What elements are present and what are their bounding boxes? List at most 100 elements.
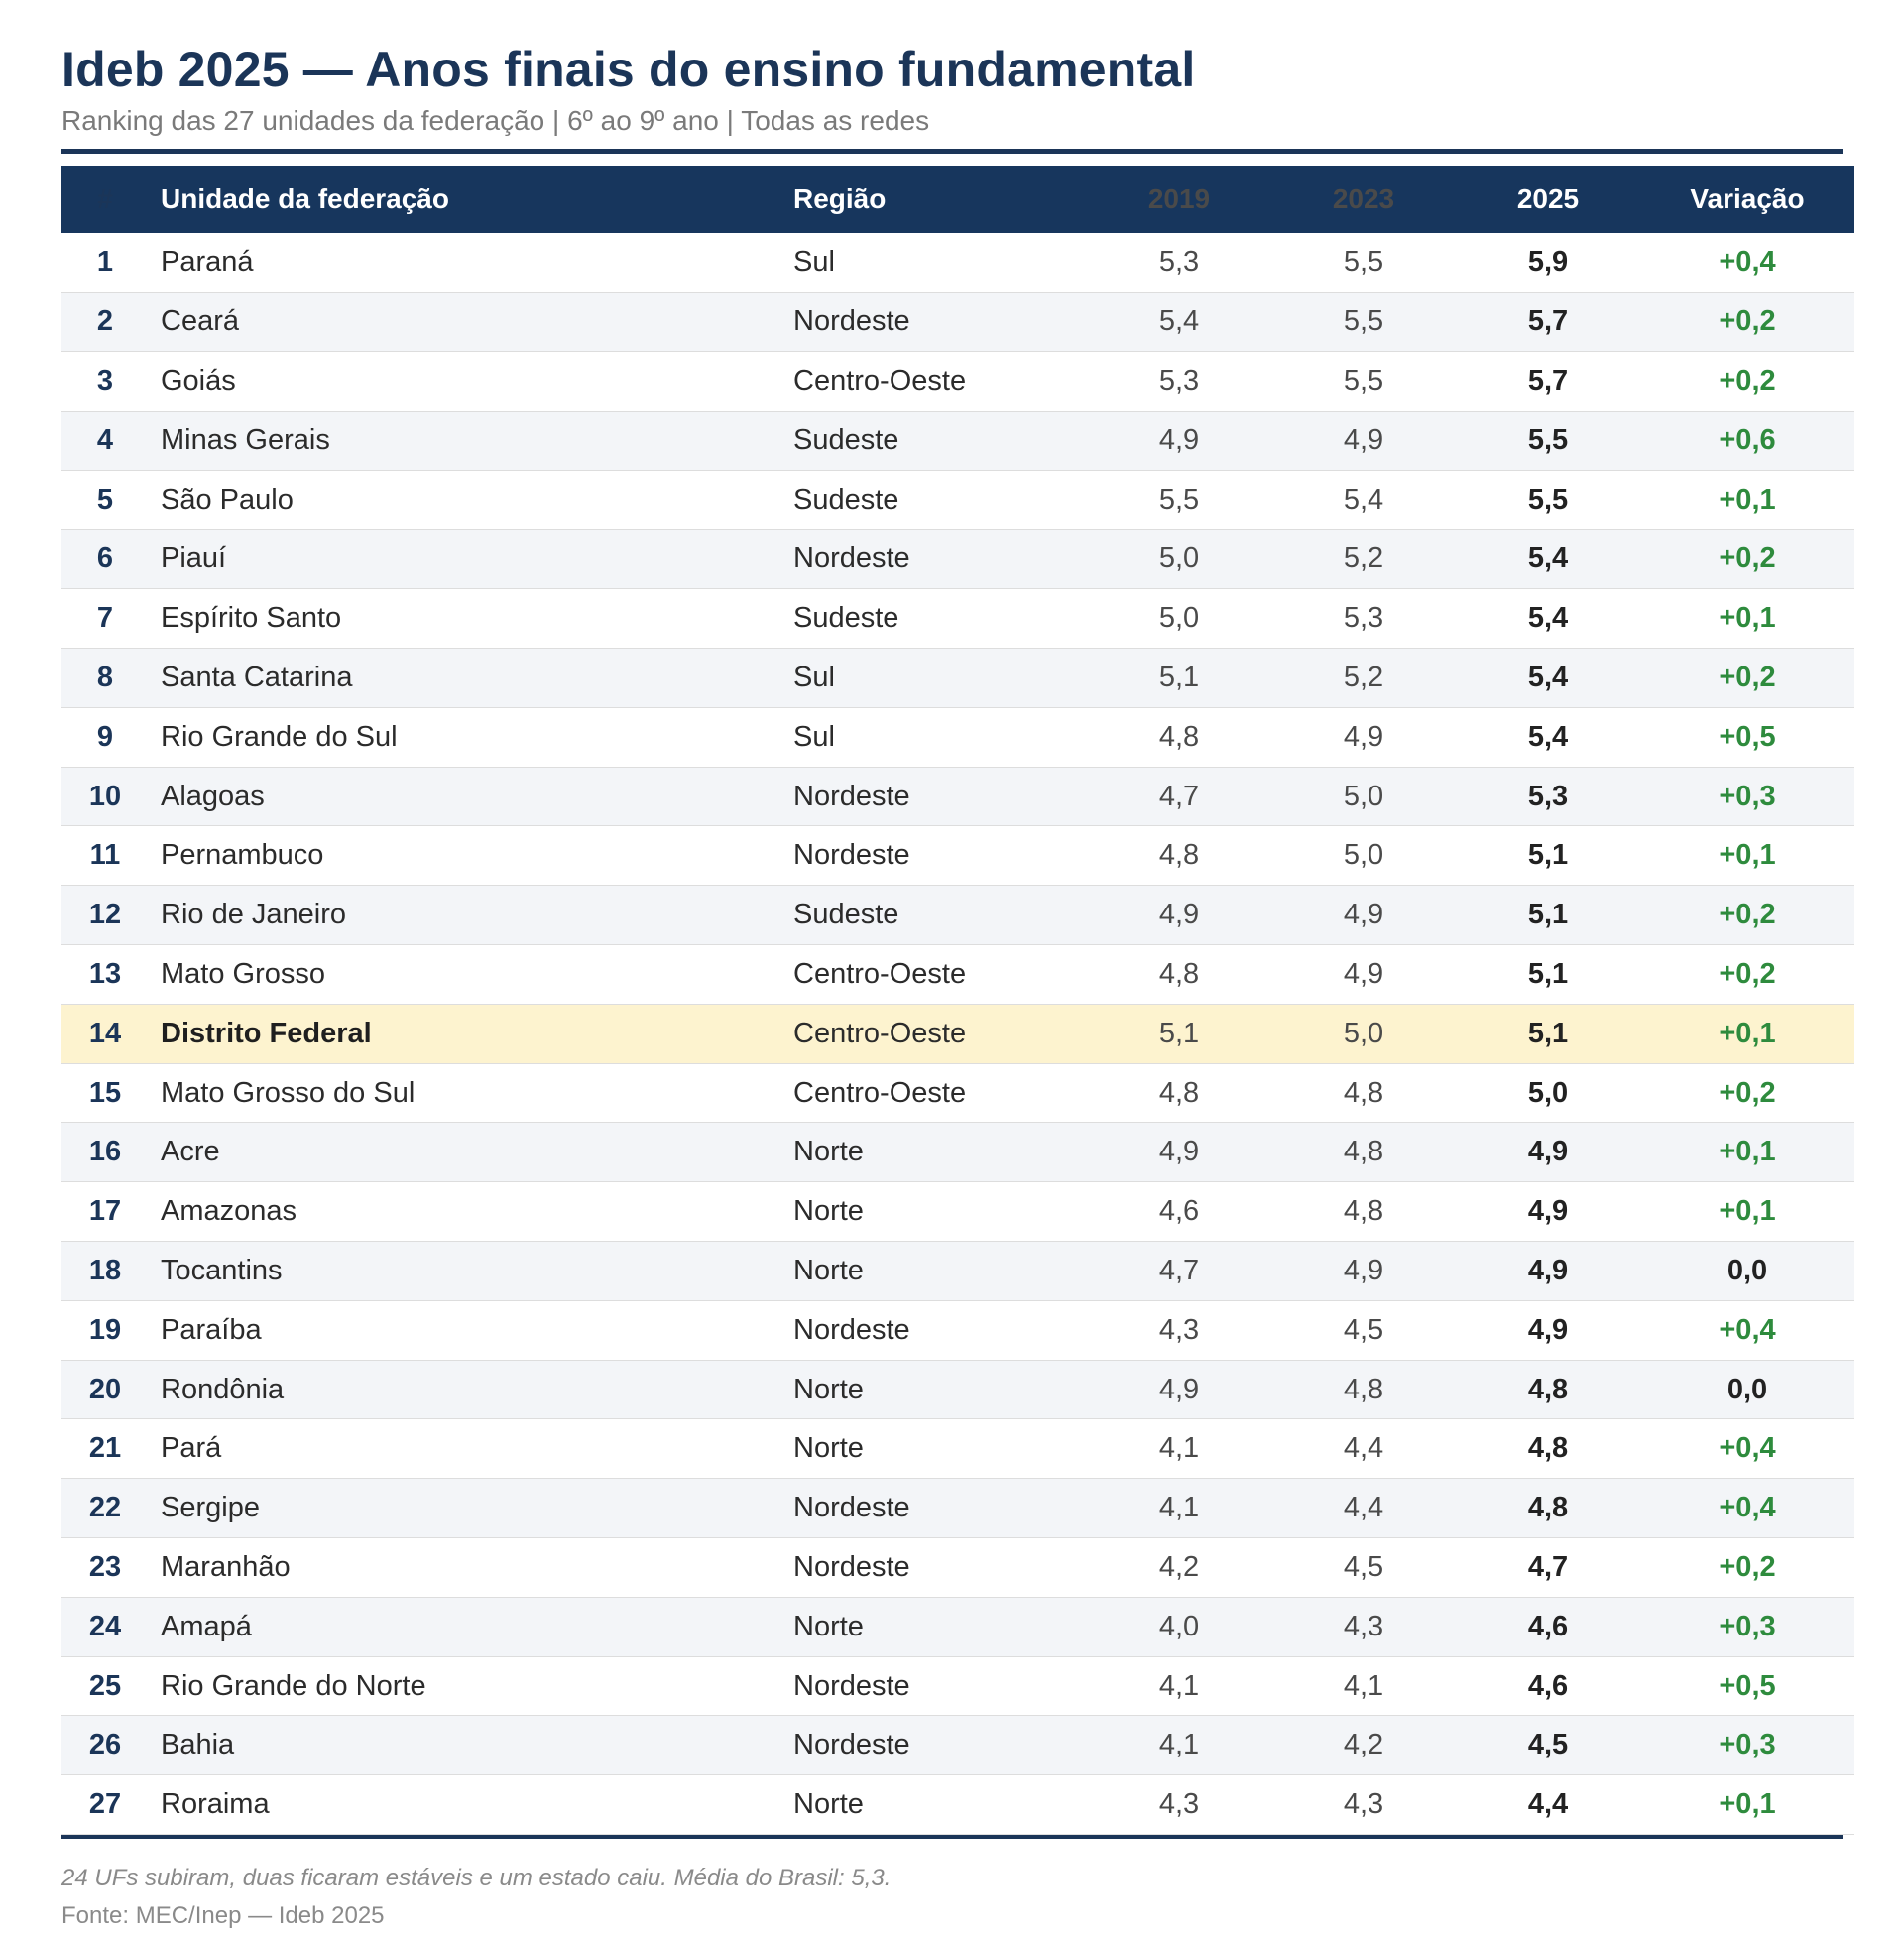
table-row: 12 Rio de Janeiro Sudeste 4,9 4,9 5,1 +0,2 (61, 885, 1854, 945)
ideb-2025-cell: 5,7 (1527, 305, 1569, 338)
ideb-2025-cell: 5,1 (1527, 839, 1569, 872)
column-header-uf: Unidade da federação (161, 183, 449, 214)
uf-name-cell: Acre (161, 1136, 220, 1168)
ideb-2019-cell: 5,1 (1158, 661, 1200, 693)
regiao-cell: Centro-Oeste (793, 1017, 967, 1049)
rank-cell: 8 (96, 661, 114, 693)
rank-cell: 1 (96, 246, 114, 279)
regiao-cell: Sul (793, 246, 835, 279)
ideb-2023-cell: 4,4 (1343, 1492, 1384, 1524)
variacao-cell: +0,2 (1719, 1550, 1776, 1583)
ideb-2025-cell: 5,4 (1527, 661, 1569, 693)
ideb-2023-cell: 5,2 (1343, 661, 1384, 693)
table-bottom-divider (61, 1835, 1843, 1840)
rank-cell: 18 (88, 1254, 122, 1286)
variacao-cell: +0,3 (1719, 1610, 1776, 1642)
rank-cell: 12 (88, 899, 122, 931)
ideb-2019-cell: 4,8 (1158, 1076, 1200, 1109)
ideb-2019-cell: 4,8 (1158, 957, 1200, 990)
column-header-2023: 2023 (1332, 183, 1395, 214)
variacao-cell: +0,2 (1719, 899, 1776, 931)
ideb-2023-cell: 5,0 (1343, 1017, 1384, 1049)
ideb-2023-cell: 5,5 (1343, 364, 1384, 397)
ideb-2025-cell: 4,4 (1527, 1788, 1569, 1821)
variacao-cell: +0,1 (1719, 1017, 1776, 1049)
uf-name-cell: Bahia (161, 1729, 235, 1761)
rank-cell: 25 (88, 1669, 122, 1702)
uf-name-cell: Roraima (161, 1788, 270, 1821)
rank-cell: 27 (88, 1788, 122, 1821)
ideb-2019-cell: 4,7 (1158, 780, 1200, 812)
uf-name-cell: Piauí (161, 543, 227, 575)
ideb-2023-cell: 5,4 (1343, 483, 1384, 516)
uf-name-cell: Goiás (161, 364, 236, 397)
ideb-2025-cell: 4,8 (1527, 1373, 1569, 1405)
uf-name-cell: Alagoas (161, 780, 265, 812)
table-row: 11 Pernambuco Nordeste 4,8 5,0 5,1 +0,1 (61, 826, 1854, 886)
rank-cell: 9 (96, 720, 114, 753)
uf-name-cell: Mato Grosso do Sul (161, 1076, 416, 1109)
ideb-2025-cell: 5,9 (1527, 246, 1569, 279)
table-row: 18 Tocantins Norte 4,7 4,9 4,9 0,0 (61, 1241, 1854, 1301)
ideb-2023-cell: 4,3 (1343, 1788, 1384, 1821)
variacao-cell: +0,1 (1719, 602, 1776, 635)
rank-cell: 21 (88, 1432, 122, 1465)
table-row: 10 Alagoas Nordeste 4,7 5,0 5,3 +0,3 (61, 767, 1854, 826)
ideb-2025-cell: 5,3 (1527, 780, 1569, 812)
uf-name-cell: Rio Grande do Norte (161, 1669, 426, 1702)
table-row: 23 Maranhão Nordeste 4,2 4,5 4,7 +0,2 (61, 1538, 1854, 1598)
uf-name-cell: Ceará (161, 305, 239, 338)
variacao-cell: +0,1 (1719, 1136, 1776, 1168)
uf-name-cell: Espírito Santo (161, 602, 342, 635)
ideb-2025-cell: 4,9 (1527, 1195, 1569, 1228)
rank-cell: 3 (96, 364, 114, 397)
source-credit: Fonte: MEC/Inep — Ideb 2025 (61, 1902, 385, 1930)
ideb-2025-cell: 4,9 (1527, 1136, 1569, 1168)
table-header: # Unidade da federação Região 2019 2023 … (61, 166, 1854, 233)
ideb-2019-cell: 5,0 (1158, 602, 1200, 635)
ideb-2025-cell: 5,1 (1527, 957, 1569, 990)
rank-cell: 5 (96, 483, 114, 516)
ideb-2025-cell: 5,5 (1527, 424, 1569, 456)
regiao-cell: Nordeste (793, 543, 910, 575)
regiao-cell: Sudeste (793, 899, 899, 931)
variacao-cell: +0,6 (1719, 424, 1776, 456)
ideb-2023-cell: 4,9 (1343, 899, 1384, 931)
variacao-cell: +0,2 (1719, 661, 1776, 693)
ideb-2019-cell: 4,8 (1158, 720, 1200, 753)
ideb-2023-cell: 4,9 (1343, 424, 1384, 456)
ideb-2019-cell: 4,2 (1158, 1550, 1200, 1583)
ideb-2019-cell: 4,1 (1158, 1492, 1200, 1524)
variacao-cell: +0,1 (1719, 483, 1776, 516)
ideb-2023-cell: 5,2 (1343, 543, 1384, 575)
regiao-cell: Centro-Oeste (793, 957, 967, 990)
footnote: 24 UFs subiram, duas ficaram estáveis e … (61, 1865, 892, 1892)
rank-cell: 23 (88, 1550, 122, 1583)
regiao-cell: Nordeste (793, 1669, 910, 1702)
table-header-row: # Unidade da federação Região 2019 2023 … (61, 166, 1854, 233)
regiao-cell: Norte (793, 1610, 864, 1642)
ideb-2025-cell: 4,8 (1527, 1432, 1569, 1465)
column-header-2025: 2025 (1516, 183, 1580, 214)
ideb-2023-cell: 4,8 (1343, 1136, 1384, 1168)
rank-cell: 15 (88, 1076, 122, 1109)
rank-cell: 11 (89, 839, 121, 872)
ideb-2019-cell: 5,4 (1158, 305, 1200, 338)
table-row: 17 Amazonas Norte 4,6 4,8 4,9 +0,1 (61, 1182, 1854, 1242)
ideb-2025-cell: 4,5 (1527, 1729, 1569, 1761)
uf-name-cell: Rio Grande do Sul (161, 720, 398, 753)
regiao-cell: Norte (793, 1373, 864, 1405)
ideb-2019-cell: 4,7 (1158, 1254, 1200, 1286)
table-row: 15 Mato Grosso do Sul Centro-Oeste 4,8 4,8 5,… (61, 1063, 1854, 1123)
ideb-2025-cell: 5,4 (1527, 720, 1569, 753)
ideb-2025-cell: 5,1 (1527, 899, 1569, 931)
variacao-cell: +0,3 (1719, 1729, 1776, 1761)
ideb-2023-cell: 4,9 (1343, 720, 1384, 753)
ideb-2025-cell: 4,9 (1527, 1254, 1569, 1286)
variacao-cell: 0,0 (1726, 1254, 1768, 1286)
ideb-2025-cell: 5,5 (1527, 483, 1569, 516)
ideb-2019-cell: 4,1 (1158, 1669, 1200, 1702)
variacao-cell: +0,2 (1719, 305, 1776, 338)
uf-name-cell: Maranhão (161, 1550, 291, 1583)
uf-name-cell: Tocantins (161, 1254, 283, 1286)
